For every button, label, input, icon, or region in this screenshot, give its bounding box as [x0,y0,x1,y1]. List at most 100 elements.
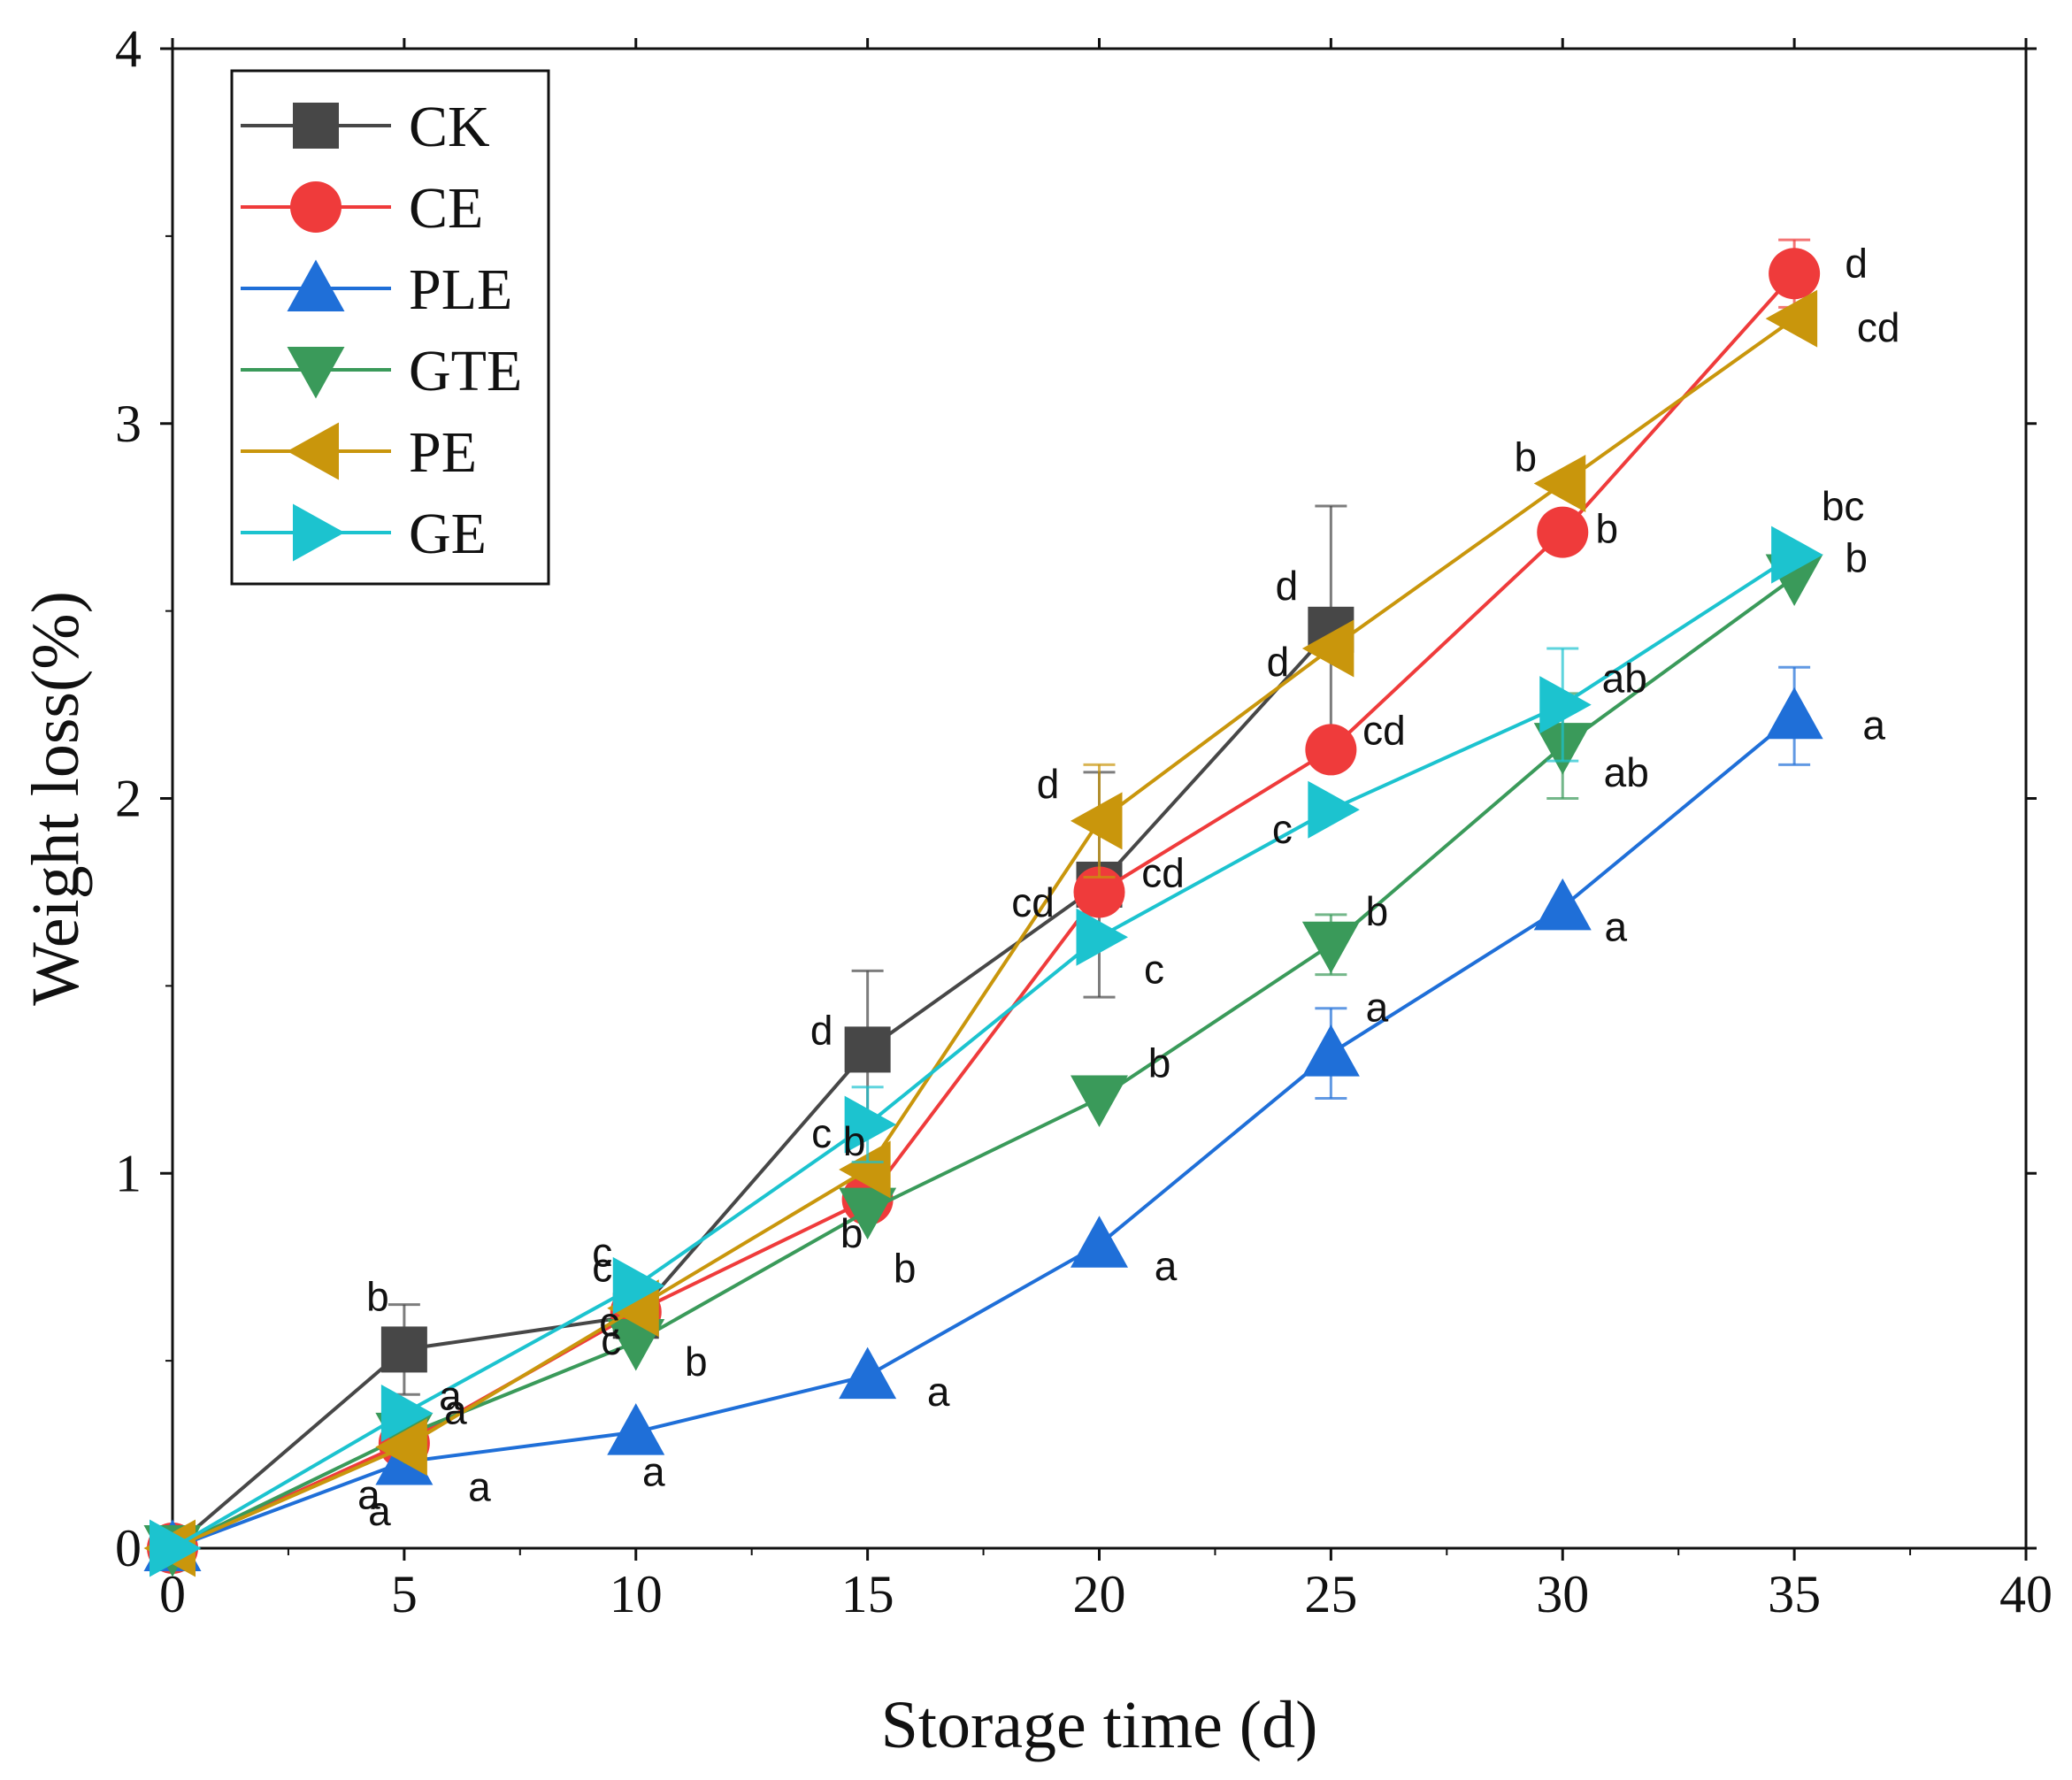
data-point-ple [1301,1024,1360,1077]
data-point-ce [1305,724,1357,776]
significance-label: b [1514,434,1537,480]
significance-label: a [357,1471,380,1517]
significance-label: b [1845,534,1868,580]
significance-label: c [1272,806,1293,852]
data-point-ple [607,1403,665,1455]
significance-label: cd [1362,707,1406,753]
x-axis-title: Storage time (d) [881,1688,1318,1762]
legend-label: GTE [409,339,522,403]
legend-item-ce: CE [241,176,483,241]
legend-label: CK [409,95,490,159]
significance-label: a [927,1369,950,1415]
significance-label: a [444,1387,467,1433]
x-tick-label: 40 [1999,1565,2053,1623]
series-line-ck [171,628,1332,1550]
x-tick-label: 20 [1073,1565,1126,1623]
x-tick-label: 25 [1304,1565,1357,1623]
legend: CK CE PLE GTE PE GE [230,69,550,586]
data-point-ge [1076,908,1128,966]
data-point-ple [839,1347,897,1400]
significance-label: b [685,1339,708,1385]
data-point-pe [1765,289,1818,348]
y-tick-label: 1 [115,1144,142,1202]
series-line-pe [172,317,1796,1550]
legend-marker-ple [287,259,345,311]
data-point-pe [375,1418,427,1477]
significance-label: a [468,1464,491,1510]
data-point-pe [839,1140,891,1199]
data-point-ge [612,1256,665,1315]
data-point-ce [1073,866,1125,918]
data-point-ge [380,1384,434,1442]
y-tick-label: 3 [115,395,142,453]
significance-label: d [1267,639,1290,685]
significance-label: a [1604,903,1627,949]
significance-label: b [843,1118,866,1164]
significance-label: cd [1857,304,1900,350]
significance-label: d [1845,240,1868,286]
data-point-ge [844,1095,897,1154]
significance-label: c [592,1244,612,1290]
significance-label: b [1595,506,1618,552]
legend-marker-ge [293,503,345,562]
legend-marker-ce [290,181,341,233]
significance-label: a [439,1372,462,1418]
data-point-pe [1301,619,1354,678]
data-point-gte [1301,921,1360,974]
series-layer [143,238,1823,1577]
data-point-pe [1533,455,1586,513]
y-axis-title: Weight loss(%) [19,591,93,1006]
y-tick-label: 4 [115,19,142,78]
data-point-ge [1308,780,1360,839]
significance-label: c [592,1229,612,1275]
significance-label: a [1862,702,1885,748]
x-tick-label: 30 [1536,1565,1589,1623]
x-tick-label: 5 [391,1565,418,1623]
legend-marker-pe [287,422,339,480]
data-point-ck [844,1026,891,1073]
series-line-gte [172,575,1796,1550]
data-point-ple [1765,687,1823,740]
legend-marker-ck [293,103,339,149]
data-point-ce [1537,506,1589,558]
legend-item-gte: GTE [241,339,522,403]
legend-item-pe: PE [241,420,477,485]
data-point-ple [1071,1216,1128,1268]
legend-label: PE [409,420,477,485]
x-tick-label: 35 [1768,1565,1821,1623]
series-ge [150,526,1823,1577]
x-tick-label: 15 [841,1565,894,1623]
data-point-ck [380,1326,427,1373]
data-point-ple [1533,878,1592,931]
legend-item-ple: PLE [241,257,512,322]
significance-label: d [1037,761,1060,807]
significance-label: c [1144,946,1164,992]
significance-label: c [599,1299,619,1345]
significance-label: d [810,1007,833,1053]
y-tick-label: 2 [115,770,142,828]
significance-label: c [601,1317,621,1363]
series-line-ple [172,714,1796,1550]
significance-label: d [1276,563,1299,609]
significance-label: a [368,1488,391,1534]
data-point-ge [1539,676,1592,734]
data-point-gte [839,1187,897,1240]
y-tick-label: 0 [115,1519,142,1577]
x-tick-label: 10 [610,1565,663,1623]
legend-marker-gte [287,347,345,399]
significance-label: a [1366,985,1389,1031]
legend-label: GE [409,502,487,566]
significance-label: ab [1602,656,1647,702]
data-point-ge [150,1519,202,1577]
series-line-ge [171,553,1796,1550]
series-ck [150,504,1354,1571]
significance-label: cd [1011,879,1055,925]
significance-label: b [1366,888,1389,934]
data-point-gte [1071,1075,1128,1127]
significance-label: c [811,1110,832,1156]
significance-label: cd [1141,849,1185,895]
data-point-pe [1071,792,1123,850]
